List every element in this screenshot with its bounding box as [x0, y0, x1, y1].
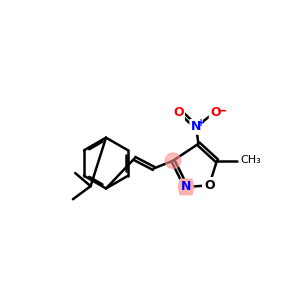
Text: O: O: [210, 106, 221, 119]
Circle shape: [165, 153, 181, 168]
Text: N: N: [181, 180, 191, 194]
Text: O: O: [173, 106, 184, 119]
Text: CH₃: CH₃: [241, 155, 262, 165]
Text: O: O: [204, 179, 214, 192]
Circle shape: [178, 179, 194, 195]
Text: +: +: [197, 118, 205, 128]
Text: N: N: [191, 120, 201, 134]
Text: −: −: [217, 104, 227, 117]
